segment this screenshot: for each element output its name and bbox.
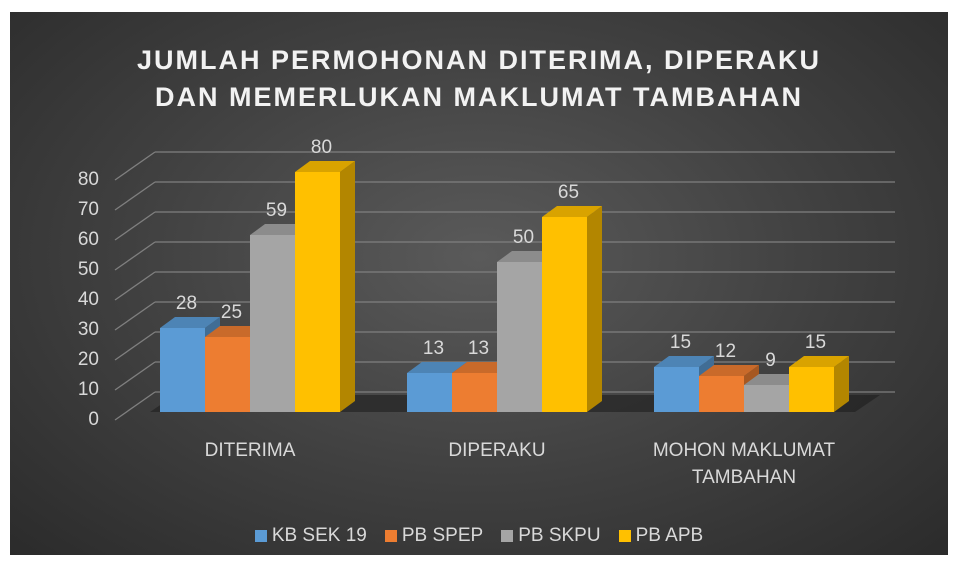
legend-swatch [254, 530, 267, 542]
legend-swatch [501, 530, 514, 542]
legend-label: KB SEK 19 [271, 525, 367, 546]
legend-label: PB APB [635, 525, 704, 546]
bar-side [834, 356, 849, 412]
bar-front [295, 172, 340, 412]
x-tick-label: DIPERAKU [448, 440, 546, 461]
bar [295, 161, 355, 412]
bar-front [744, 385, 789, 412]
legend-item: PB SKPU [501, 525, 601, 547]
grid-line [114, 241, 156, 271]
data-label: 13 [423, 338, 444, 359]
bar-side [587, 206, 602, 412]
bar-front [452, 373, 497, 412]
bar [789, 356, 849, 412]
data-label: 9 [765, 350, 776, 371]
y-tick-label: 50 [78, 259, 99, 280]
legend-item: PB APB [618, 525, 704, 547]
legend-swatch [618, 530, 631, 542]
bar-front [250, 235, 295, 412]
data-label: 15 [805, 332, 826, 353]
grid-line [114, 151, 156, 181]
bar-front [160, 328, 205, 412]
data-label: 65 [558, 182, 579, 203]
bar-top [654, 356, 714, 367]
bar-top [789, 356, 849, 367]
legend-item: KB SEK 19 [254, 525, 367, 547]
bar-top [295, 161, 355, 172]
plot: 0 10 20 30 40 50 60 70 80 28 25 59 80 13 13 50 65 15 12 9 15 [78, 137, 895, 430]
y-tick-label: 10 [78, 379, 99, 400]
bar-front [205, 337, 250, 412]
bar-top [407, 362, 467, 373]
x-tick-label: MOHON MAKLUMAT TAMBAHAN [652, 440, 836, 488]
bar-front [654, 367, 699, 412]
data-label: 28 [176, 293, 197, 314]
legend: KB SEK 19 PB SPEP PB SKPU PB APB [10, 525, 948, 547]
bar [542, 206, 602, 412]
data-label: 15 [670, 332, 691, 353]
data-label: 50 [513, 227, 534, 248]
grid-line [114, 361, 156, 391]
grid-line [114, 211, 156, 241]
y-tick-label: 60 [78, 229, 99, 250]
y-tick-label: 70 [78, 199, 99, 220]
grid-line [114, 331, 156, 361]
bar-front [542, 217, 587, 412]
y-tick-label: 80 [78, 169, 99, 190]
x-tick-label: DITERIMA [204, 440, 296, 461]
y-tick-label: 0 [88, 409, 99, 430]
data-label: 59 [266, 200, 287, 221]
bar-side [340, 161, 355, 412]
grid-line [114, 391, 156, 421]
bar-front [789, 367, 834, 412]
legend-label: PB SPEP [401, 525, 484, 546]
data-label: 25 [221, 302, 242, 323]
y-tick-label: 20 [78, 349, 99, 370]
data-label: 12 [715, 341, 736, 362]
bar-top [699, 365, 759, 376]
grid-line [114, 301, 156, 331]
bar-front [497, 262, 542, 412]
bar-top [160, 317, 220, 328]
legend-label: PB SKPU [518, 525, 601, 546]
grid-line [114, 271, 156, 301]
bar-front [407, 373, 452, 412]
data-label: 13 [468, 338, 489, 359]
chart: JUMLAH PERMOHONAN DITERIMA, DIPERAKU DAN… [10, 12, 948, 555]
y-tick-label: 40 [78, 289, 99, 310]
grid-line [114, 181, 156, 211]
bar-front [699, 376, 744, 412]
bar-top [542, 206, 602, 217]
chart-title: JUMLAH PERMOHONAN DITERIMA, DIPERAKU DAN… [136, 45, 821, 112]
legend-swatch [384, 530, 397, 542]
y-tick-label: 30 [78, 319, 99, 340]
data-label: 80 [311, 137, 332, 158]
legend-item: PB SPEP [384, 525, 484, 547]
